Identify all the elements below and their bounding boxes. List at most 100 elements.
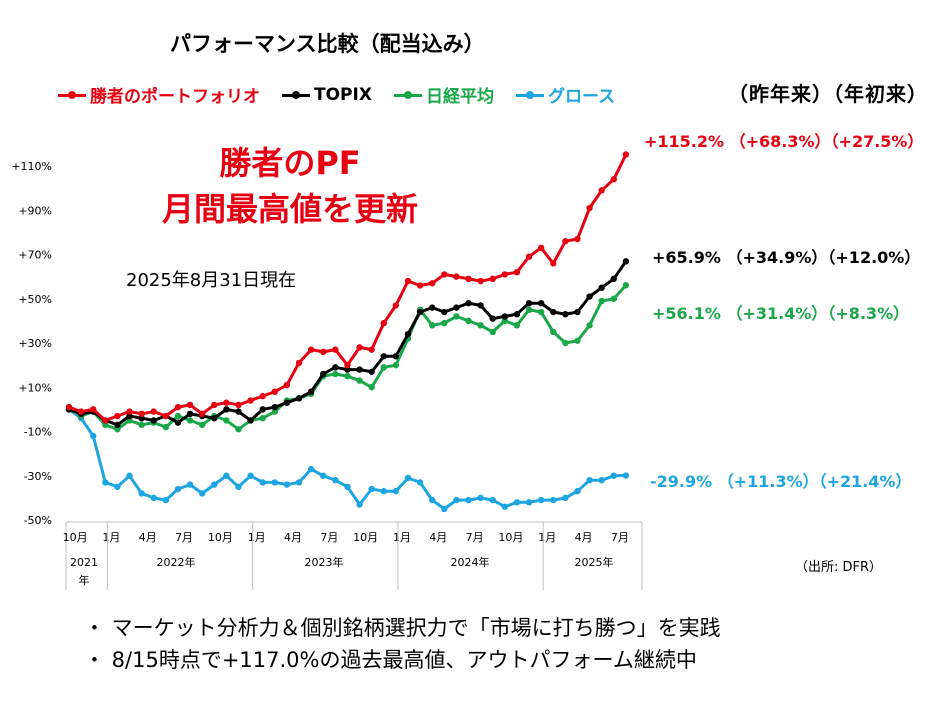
data-point (574, 308, 581, 316)
data-point (392, 361, 400, 369)
y-tick-label: +50% (18, 293, 52, 306)
data-point (186, 481, 194, 488)
data-point (622, 258, 630, 265)
data-point (235, 401, 242, 409)
data-point (622, 472, 630, 479)
data-point (562, 494, 569, 502)
data-point (586, 322, 593, 329)
data-point (344, 366, 351, 373)
data-point (513, 269, 521, 276)
data-point (174, 419, 182, 426)
legend-swatch-icon (282, 89, 310, 101)
data-point (380, 488, 387, 495)
data-point (465, 299, 472, 307)
data-point (198, 421, 206, 429)
data-point (114, 483, 121, 491)
data-point (150, 417, 157, 424)
data-point (562, 238, 569, 245)
data-point (138, 415, 145, 422)
data-point (562, 311, 569, 318)
data-point (235, 426, 242, 433)
data-point (513, 311, 521, 318)
data-point (537, 299, 545, 307)
data-point (332, 370, 339, 378)
series-0 (65, 151, 630, 424)
data-point (150, 408, 157, 415)
legend-item-portfolio: 勝者のポートフォリオ (58, 82, 260, 107)
data-point (126, 408, 133, 415)
legend-swatch-icon (393, 89, 422, 101)
data-point (102, 421, 109, 429)
data-point (453, 313, 460, 320)
data-point (574, 337, 581, 344)
data-point (622, 151, 630, 158)
data-point (477, 277, 484, 285)
data-point (150, 494, 157, 502)
data-point (574, 235, 581, 243)
data-point (307, 388, 315, 395)
data-point (356, 377, 363, 384)
note-portfolio: +115.2% （+68.3%）（+27.5%） (644, 132, 924, 151)
data-point (501, 313, 509, 320)
data-point (392, 302, 400, 309)
data-point (259, 479, 266, 486)
data-point (525, 306, 533, 314)
data-point (416, 308, 424, 316)
chart-title: パフォーマンス比較（配当込み） (170, 32, 485, 56)
y-tick-label: +70% (18, 249, 52, 262)
data-point (223, 472, 230, 479)
data-point (380, 319, 387, 327)
data-point (283, 399, 291, 406)
data-point (259, 392, 266, 400)
x-tick-label: 10月 (353, 531, 378, 544)
x-tick-label: 10月 (208, 531, 233, 544)
data-point (441, 271, 448, 278)
data-point (574, 488, 581, 495)
data-point (138, 410, 145, 417)
data-point (477, 322, 484, 329)
y-tick-label: +90% (18, 204, 52, 217)
data-point (416, 479, 424, 486)
note-growth: -29.9% （+11.3%）（+21.4%） (650, 472, 912, 491)
as-of-date: 2025年8月31日現在 (126, 270, 297, 291)
data-point (428, 280, 436, 287)
data-point (271, 479, 279, 486)
data-point (102, 417, 109, 424)
data-point (114, 426, 121, 433)
x-tick-label: 10月 (63, 531, 88, 544)
data-point (332, 364, 339, 371)
data-point (586, 204, 593, 212)
data-point (489, 328, 496, 336)
data-point (404, 330, 412, 338)
data-point (610, 295, 617, 302)
data-point (271, 388, 279, 395)
x-tick-label: 4月 (284, 531, 302, 544)
data-point (162, 412, 170, 420)
data-point (465, 496, 472, 504)
data-point (501, 503, 509, 510)
data-point (271, 408, 279, 415)
data-point (162, 423, 170, 431)
data-point (501, 317, 509, 325)
data-point (320, 472, 327, 479)
data-point (344, 483, 351, 491)
bullet-item: ・ マーケット分析力＆個別銘柄選択力で「市場に打ち勝つ」を実践 (84, 616, 721, 640)
data-point (295, 359, 303, 367)
note-nikkei: +56.1% （+31.4%）（+8.3%） (652, 304, 910, 323)
data-point (332, 346, 339, 353)
year-label: 2025年 (575, 555, 614, 569)
period-header: （昨年来）（年初来） (728, 82, 928, 106)
x-axis: 10月 1月 4月 7月 10月 1月 4月 7月 10月 1月 4月 7月 10月 1月 4月 7月 2021… (63, 521, 643, 590)
legend-swatch-icon (515, 89, 544, 101)
x-tick-label: 4月 (429, 531, 447, 544)
data-point (489, 315, 496, 322)
x-tick-label: 4月 (575, 531, 593, 544)
data-point (550, 496, 557, 504)
series-lines (65, 151, 630, 513)
legend-label: グロース (547, 87, 616, 107)
data-point (610, 275, 617, 283)
data-point (598, 187, 605, 194)
data-point (102, 479, 109, 486)
data-point (550, 308, 557, 316)
